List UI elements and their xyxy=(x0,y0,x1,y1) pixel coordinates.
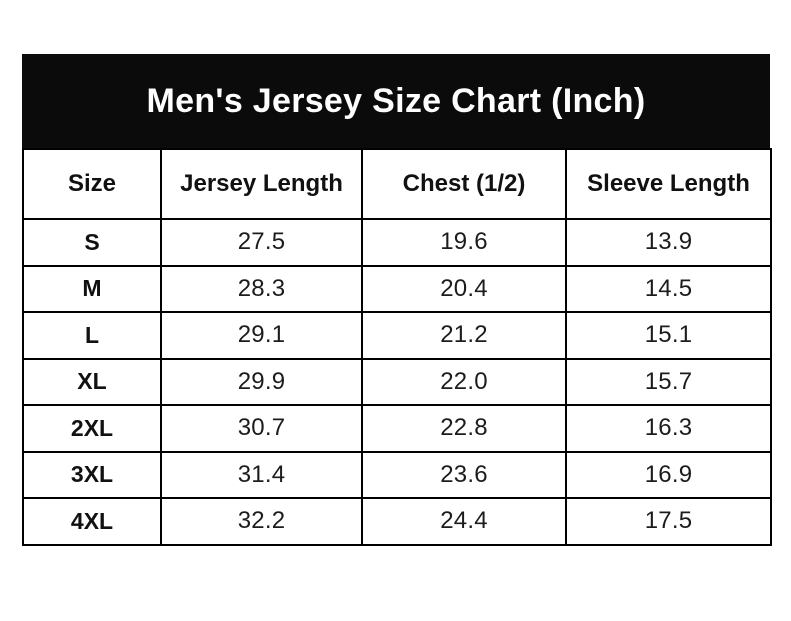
table-row-2xl: 2XL 30.7 22.8 16.3 xyxy=(22,404,772,453)
chest-value: 21.2 xyxy=(361,311,567,360)
size-table: Size Jersey Length Chest (1/2) Sleeve Le… xyxy=(22,148,772,546)
sleeve-length-value: 15.7 xyxy=(565,357,772,406)
table-row-xl: XL 29.9 22.0 15.7 xyxy=(22,357,772,406)
size-label: M xyxy=(22,264,162,313)
jersey-length-value: 27.5 xyxy=(160,218,363,267)
table-row-4xl: 4XL 32.2 24.4 17.5 xyxy=(22,497,772,546)
col-header-sleeve-length: Sleeve Length xyxy=(565,148,772,220)
size-label: S xyxy=(22,218,162,267)
col-header-jersey-length: Jersey Length xyxy=(160,148,363,220)
table-row-s: S 27.5 19.6 13.9 xyxy=(22,218,772,267)
table-row-l: L 29.1 21.2 15.1 xyxy=(22,311,772,360)
size-label: 3XL xyxy=(22,450,162,499)
size-chart: Men's Jersey Size Chart (Inch) Size Jers… xyxy=(22,54,772,546)
jersey-length-value: 29.1 xyxy=(160,311,363,360)
col-header-chest: Chest (1/2) xyxy=(361,148,567,220)
sleeve-length-value: 14.5 xyxy=(565,264,772,313)
sleeve-length-value: 16.3 xyxy=(565,404,772,453)
jersey-length-value: 28.3 xyxy=(160,264,363,313)
table-row-m: M 28.3 20.4 14.5 xyxy=(22,264,772,313)
col-header-size: Size xyxy=(22,148,162,220)
sleeve-length-value: 17.5 xyxy=(565,497,772,546)
jersey-length-value: 32.2 xyxy=(160,497,363,546)
sleeve-length-value: 16.9 xyxy=(565,450,772,499)
chest-value: 22.0 xyxy=(361,357,567,406)
jersey-length-value: 31.4 xyxy=(160,450,363,499)
chest-value: 24.4 xyxy=(361,497,567,546)
chart-title: Men's Jersey Size Chart (Inch) xyxy=(146,81,646,120)
chest-value: 19.6 xyxy=(361,218,567,267)
jersey-length-value: 29.9 xyxy=(160,357,363,406)
chest-value: 23.6 xyxy=(361,450,567,499)
chest-value: 22.8 xyxy=(361,404,567,453)
sleeve-length-value: 15.1 xyxy=(565,311,772,360)
header-row: Size Jersey Length Chest (1/2) Sleeve Le… xyxy=(22,148,772,220)
size-label: XL xyxy=(22,357,162,406)
sleeve-length-value: 13.9 xyxy=(565,218,772,267)
table-header: Size Jersey Length Chest (1/2) Sleeve Le… xyxy=(22,148,772,220)
chart-title-bar: Men's Jersey Size Chart (Inch) xyxy=(22,54,770,148)
size-label: L xyxy=(22,311,162,360)
size-label: 4XL xyxy=(22,497,162,546)
size-label: 2XL xyxy=(22,404,162,453)
chest-value: 20.4 xyxy=(361,264,567,313)
jersey-length-value: 30.7 xyxy=(160,404,363,453)
table-body: S 27.5 19.6 13.9 M 28.3 20.4 14.5 L 29.1… xyxy=(22,218,772,546)
table-row-3xl: 3XL 31.4 23.6 16.9 xyxy=(22,450,772,499)
